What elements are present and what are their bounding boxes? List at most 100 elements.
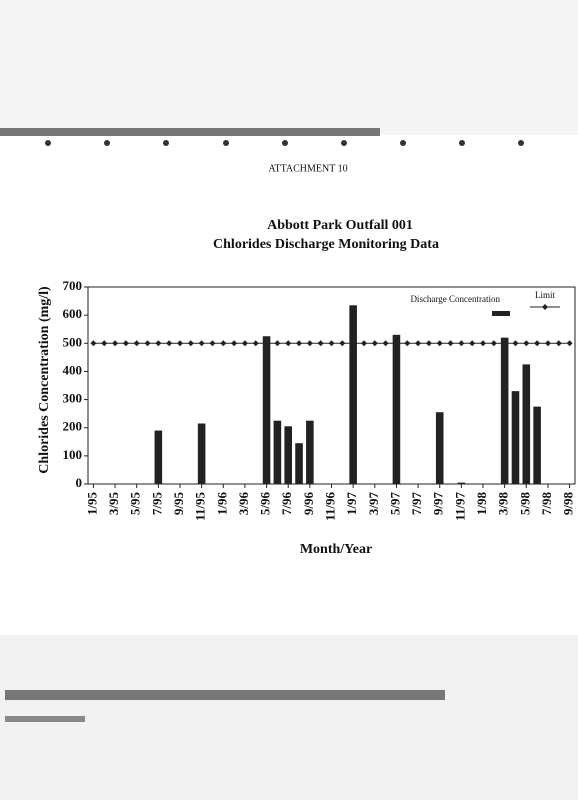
limit-marker bbox=[458, 340, 465, 347]
bar bbox=[533, 406, 541, 484]
y-tick-label: 400 bbox=[63, 362, 83, 377]
x-tick-label: 3/98 bbox=[496, 492, 511, 516]
limit-marker bbox=[133, 340, 140, 347]
x-tick-label: 9/96 bbox=[301, 492, 316, 516]
limit-marker bbox=[90, 340, 97, 347]
bar bbox=[306, 420, 314, 484]
x-tick-label: 1/98 bbox=[474, 492, 489, 516]
limit-marker bbox=[425, 340, 432, 347]
x-tick-label: 7/96 bbox=[279, 492, 294, 516]
x-tick-label: 9/97 bbox=[431, 492, 446, 516]
x-tick-label: 5/96 bbox=[258, 492, 273, 516]
x-tick-label: 3/97 bbox=[366, 492, 381, 516]
y-tick-label: 700 bbox=[63, 278, 83, 293]
limit-marker bbox=[112, 340, 119, 347]
limit-marker bbox=[544, 340, 551, 347]
y-tick-label: 300 bbox=[63, 391, 83, 406]
limit-marker bbox=[328, 340, 335, 347]
limit-marker bbox=[360, 340, 367, 347]
limit-marker bbox=[263, 340, 270, 347]
bar bbox=[284, 426, 292, 484]
limit-marker bbox=[350, 340, 357, 347]
limit-marker bbox=[523, 340, 530, 347]
bar bbox=[511, 391, 520, 484]
y-tick-label: 0 bbox=[76, 475, 83, 490]
limit-marker bbox=[155, 340, 162, 347]
legend-label: Discharge Concentration bbox=[410, 294, 500, 304]
x-axis-label: Month/Year bbox=[300, 542, 372, 557]
limit-marker bbox=[501, 340, 508, 347]
x-tick-label: 5/98 bbox=[517, 492, 532, 516]
x-tick-label: 9/98 bbox=[561, 492, 576, 516]
limit-marker bbox=[176, 340, 183, 347]
scan-noise bbox=[0, 635, 578, 800]
x-tick-label: 11/96 bbox=[322, 492, 337, 521]
limit-marker bbox=[339, 340, 346, 347]
x-tick-label: 9/95 bbox=[171, 492, 186, 516]
limit-marker bbox=[469, 340, 476, 347]
x-tick-label: 5/95 bbox=[128, 492, 143, 516]
limit-marker bbox=[296, 340, 303, 347]
legend-swatch bbox=[492, 311, 510, 316]
scan-noise bbox=[0, 0, 578, 135]
limit-marker bbox=[404, 340, 411, 347]
limit-marker bbox=[306, 340, 313, 347]
y-tick-label: 100 bbox=[63, 447, 83, 462]
limit-marker bbox=[209, 340, 216, 347]
limit-marker bbox=[555, 340, 562, 347]
bar bbox=[392, 334, 401, 484]
limit-marker bbox=[415, 340, 422, 347]
x-tick-label: 7/95 bbox=[149, 492, 164, 516]
x-tick-label: 1/97 bbox=[344, 492, 359, 516]
y-axis-label: Chlorides Concentration (mg/l) bbox=[37, 286, 52, 474]
x-tick-label: 7/98 bbox=[539, 492, 554, 516]
bar bbox=[500, 337, 509, 484]
y-tick-label: 500 bbox=[63, 334, 83, 349]
limit-marker bbox=[252, 340, 259, 347]
limit-marker bbox=[220, 340, 227, 347]
limit-marker bbox=[285, 340, 292, 347]
limit-marker bbox=[480, 340, 487, 347]
limit-marker bbox=[231, 340, 238, 347]
limit-marker bbox=[101, 340, 108, 347]
bar bbox=[295, 443, 303, 484]
bar bbox=[154, 430, 163, 484]
limit-marker bbox=[187, 340, 194, 347]
x-tick-label: 1/96 bbox=[214, 492, 229, 516]
limit-marker bbox=[241, 340, 248, 347]
x-tick-label: 5/97 bbox=[387, 492, 402, 516]
x-tick-label: 11/97 bbox=[452, 492, 467, 521]
limit-marker bbox=[566, 340, 573, 347]
x-tick-label: 1/95 bbox=[84, 492, 99, 516]
bar bbox=[457, 482, 466, 484]
bar bbox=[435, 412, 444, 484]
limit-marker bbox=[144, 340, 151, 347]
scan-streak bbox=[0, 128, 380, 136]
bar bbox=[522, 364, 531, 484]
bar bbox=[197, 423, 206, 484]
chart-subtitle: Chlorides Discharge Monitoring Data bbox=[213, 237, 439, 252]
y-tick-label: 600 bbox=[63, 306, 83, 321]
limit-marker bbox=[382, 340, 389, 347]
limit-marker bbox=[371, 340, 378, 347]
header: ATTACHMENT 10 bbox=[268, 163, 347, 174]
x-tick-label: 3/95 bbox=[106, 492, 121, 516]
limit-marker bbox=[166, 340, 173, 347]
limit-marker bbox=[122, 340, 129, 347]
limit-marker bbox=[317, 340, 324, 347]
bar bbox=[349, 305, 357, 484]
scan-streak bbox=[5, 716, 85, 722]
limit-marker bbox=[198, 340, 205, 347]
limit-marker bbox=[490, 340, 497, 347]
x-tick-label: 3/96 bbox=[236, 492, 251, 516]
bar bbox=[273, 420, 282, 484]
x-tick-label: 7/97 bbox=[409, 492, 424, 516]
x-tick-label: 11/95 bbox=[193, 492, 208, 521]
limit-marker bbox=[534, 340, 541, 347]
punch-dots bbox=[45, 140, 524, 146]
limit-marker bbox=[274, 340, 281, 347]
scan-streak bbox=[5, 690, 445, 700]
chart-title: Abbott Park Outfall 001 bbox=[267, 218, 413, 233]
y-tick-label: 200 bbox=[63, 419, 83, 434]
